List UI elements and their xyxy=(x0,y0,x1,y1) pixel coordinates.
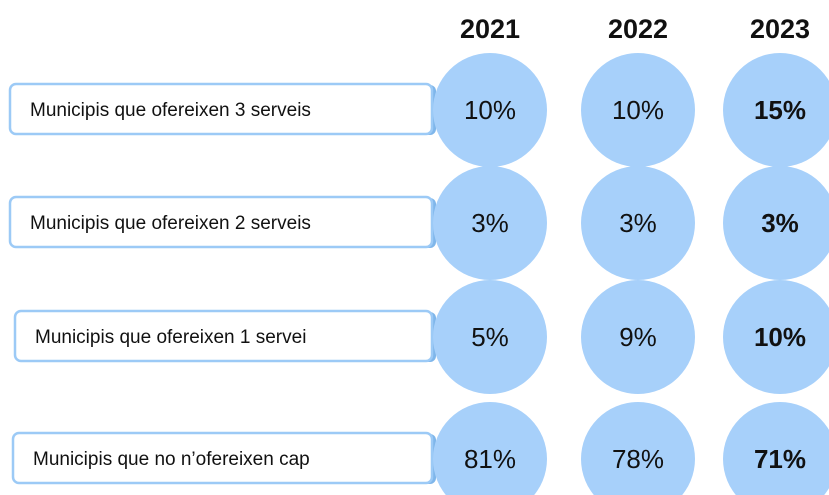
value-circle xyxy=(723,53,829,167)
row-label: Municipis que ofereixen 1 servei xyxy=(35,327,306,348)
value-label: 3% xyxy=(761,208,799,238)
column-header: 2023 xyxy=(750,14,810,44)
value-circle xyxy=(723,402,829,495)
value-label: 81% xyxy=(464,444,516,474)
value-label: 5% xyxy=(471,322,509,352)
column-header: 2022 xyxy=(608,14,668,44)
value-circle xyxy=(433,53,547,167)
value-label: 3% xyxy=(471,208,509,238)
value-circle xyxy=(433,402,547,495)
value-label: 10% xyxy=(464,95,516,125)
value-circle xyxy=(723,280,829,394)
value-circle xyxy=(581,402,695,495)
column-header: 2021 xyxy=(460,14,520,44)
row-box xyxy=(11,431,434,485)
value-circle xyxy=(581,166,695,280)
value-circle xyxy=(581,280,695,394)
value-label: 10% xyxy=(612,95,664,125)
value-circle xyxy=(433,280,547,394)
row-label: Municipis que no n’ofereixen cap xyxy=(33,449,310,470)
value-label: 78% xyxy=(612,444,664,474)
value-label: 10% xyxy=(754,322,806,352)
row-box xyxy=(8,195,434,249)
value-label: 71% xyxy=(754,444,806,474)
row-label: Municipis que ofereixen 2 serveis xyxy=(30,213,311,234)
value-label: 9% xyxy=(619,322,657,352)
value-circle xyxy=(723,166,829,280)
row-label: Municipis que ofereixen 3 serveis xyxy=(30,100,311,121)
value-label: 15% xyxy=(754,95,806,125)
value-label: 3% xyxy=(619,208,657,238)
value-circle xyxy=(581,53,695,167)
row-box xyxy=(13,309,434,363)
row-box xyxy=(8,82,434,136)
value-circle xyxy=(433,166,547,280)
